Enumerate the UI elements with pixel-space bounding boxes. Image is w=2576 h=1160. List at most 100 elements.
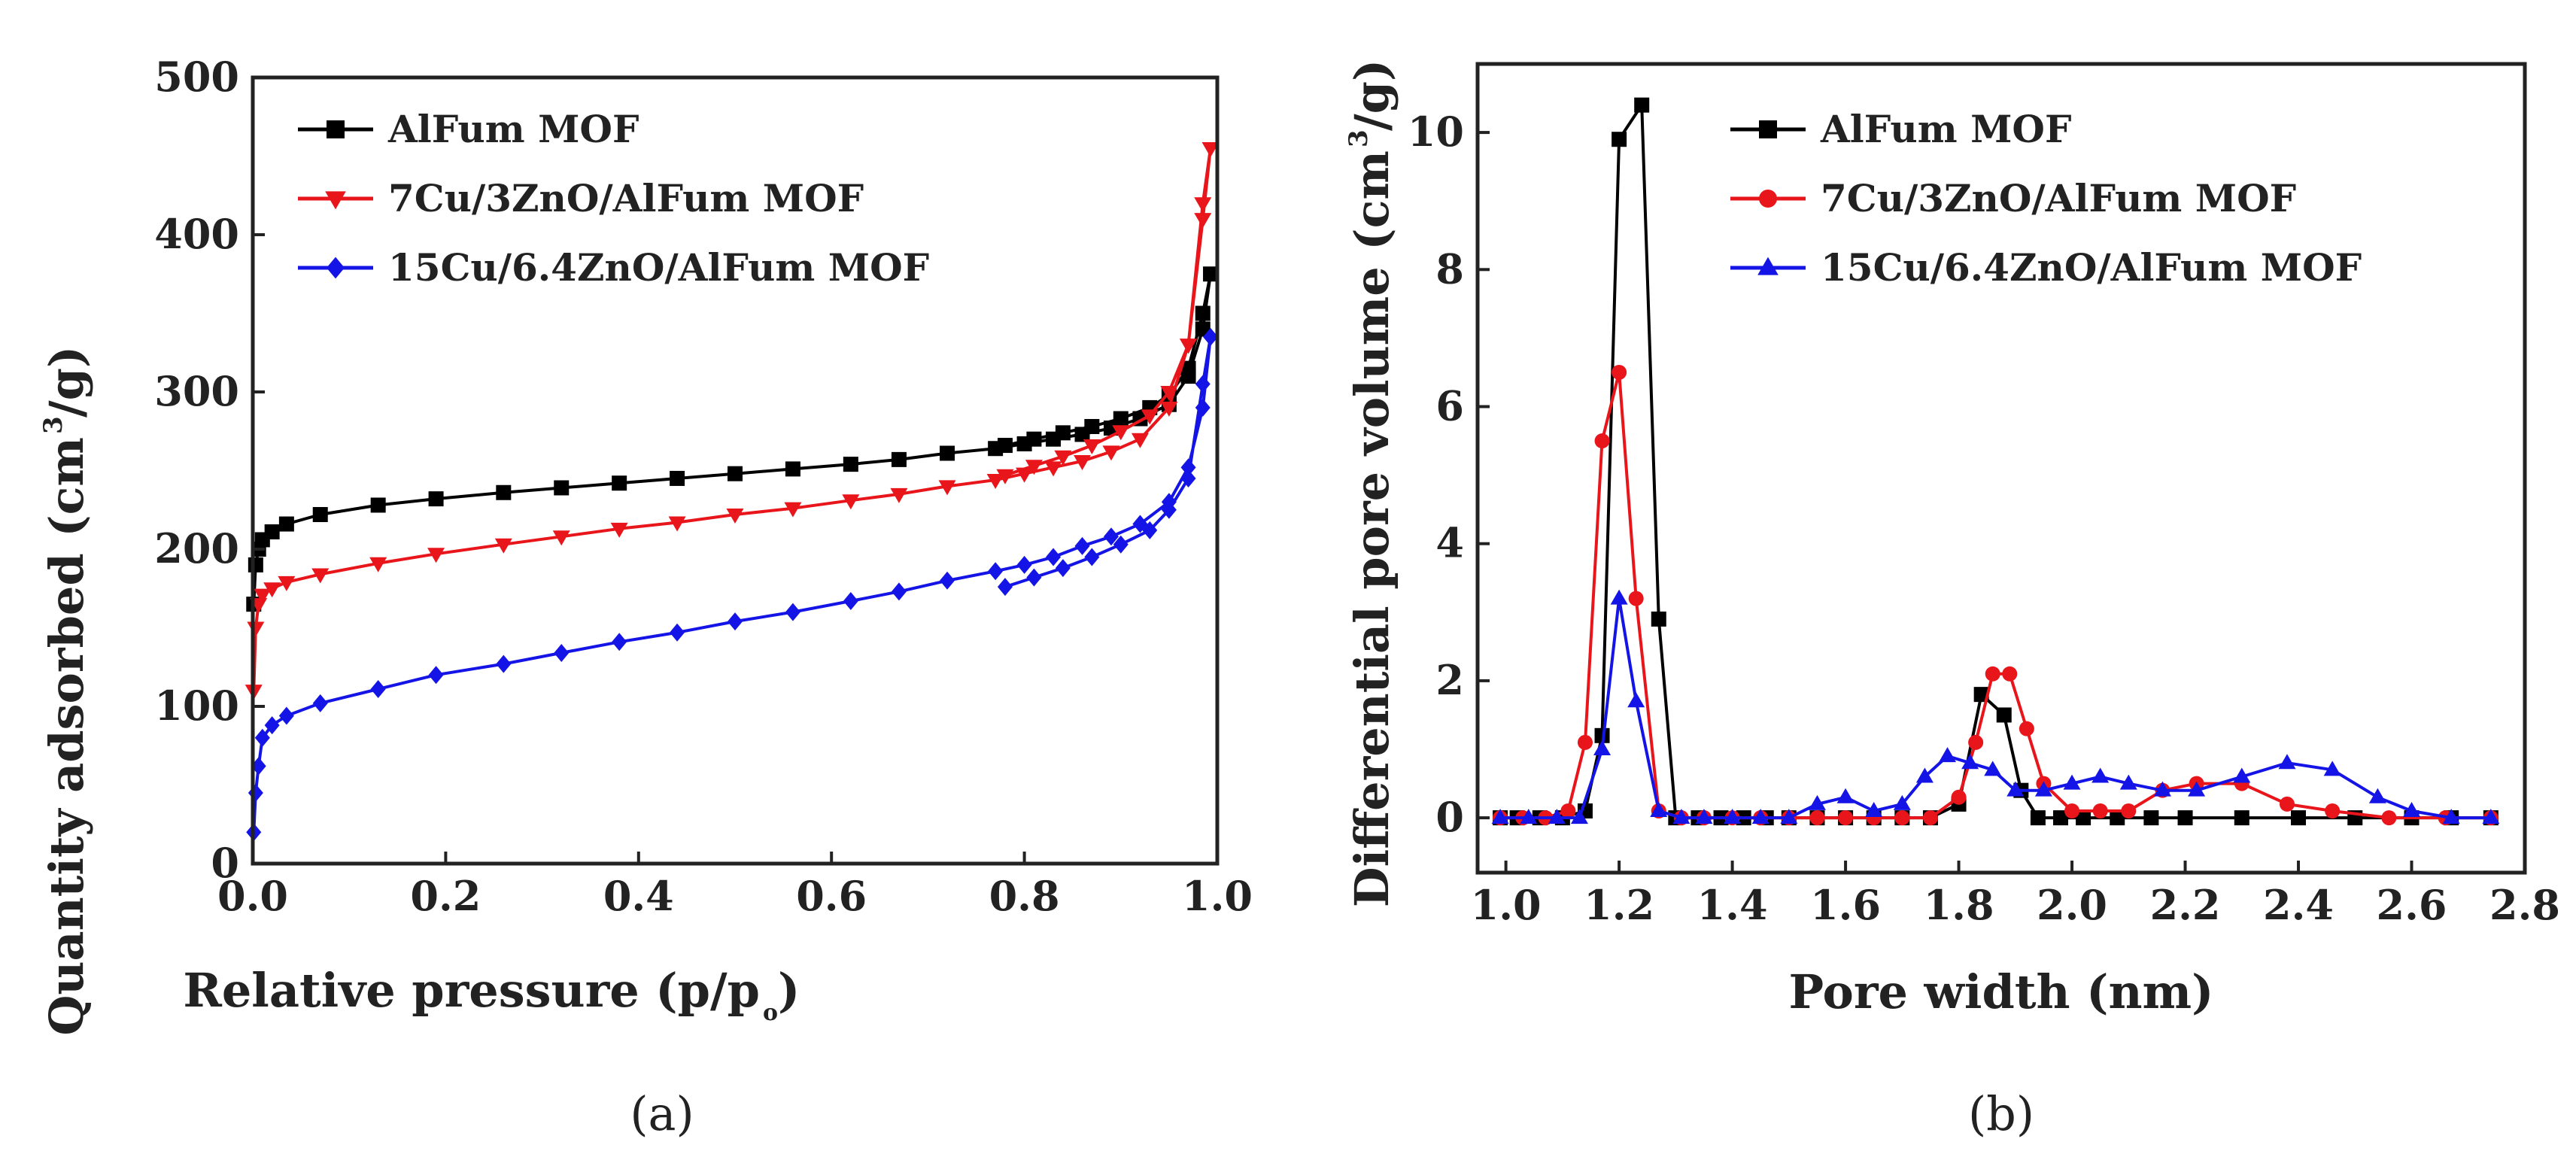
panel-b-data-point <box>2234 810 2249 826</box>
panel-b-data-point <box>2278 754 2296 770</box>
panel-b-series-15cu-6-4zno-alfum-mof <box>1491 589 2500 824</box>
panel-b-data-point <box>1612 132 1627 147</box>
panel-a-data-point <box>1113 411 1129 427</box>
panel-b-data-point <box>1612 364 1627 380</box>
panel-a-data-point <box>278 516 294 532</box>
panel-a-y-tick-label: 0 <box>211 839 239 887</box>
panel-b-data-point <box>1961 754 1979 770</box>
panel-a-data-point <box>1055 559 1071 578</box>
panel-a-data-point <box>1113 535 1129 554</box>
panel-a-y-axis-title-group: Quantity adsorbed (cm 3 /g) <box>38 346 94 1036</box>
panel-a-ticks: 0.0 0.2 0.4 0.6 0.8 1.0 0 100 200 300 400 500 <box>154 53 1253 920</box>
panel-a-data-point <box>369 557 387 572</box>
panel-a-y-axis-title-superscript: 3 <box>38 416 68 434</box>
panel-a-y-tick-label: 300 <box>154 367 239 415</box>
panel-a-data-point <box>997 438 1013 454</box>
panel-b-data-point <box>1491 809 1509 824</box>
panel-b-data-point <box>2053 810 2069 826</box>
panel-b-label: (b) <box>1968 1086 2034 1141</box>
panel-a-data-point <box>554 480 570 496</box>
panel-a-legend-entry-alfum-mof: AlFum MOF <box>298 107 639 151</box>
panel-a-data-point <box>784 502 802 518</box>
panel-a-data-point <box>311 568 330 584</box>
panel-a-data-point <box>728 466 743 481</box>
panel-a-x-tick-label: 0.6 <box>796 872 867 920</box>
panel-b-data-point <box>1984 761 2002 776</box>
panel-a-legend-label: AlFum MOF <box>387 107 639 151</box>
panel-b-data-point <box>2002 666 2018 682</box>
panel-a-data-point <box>1195 398 1211 417</box>
panel-b-data-point <box>1939 747 1957 763</box>
panel-b-data-point <box>1915 767 1934 783</box>
panel-b-data-point <box>1577 734 1593 750</box>
panel-b-data-point <box>2019 721 2034 736</box>
panel-a-data-point <box>1046 548 1062 566</box>
panel-a-data-point <box>254 728 270 747</box>
panel-b-legend-entry-7cu-3zno-alfum-mof: 7Cu/3ZnO/AlFum MOF <box>1730 176 2296 220</box>
panel-a-x-tick-label: 0.2 <box>410 872 481 920</box>
panel-b-plot-frame <box>1475 62 2527 875</box>
panel-b-data-point <box>2030 810 2046 826</box>
panel-a-data-point <box>988 562 1004 581</box>
panel-a-data-point <box>428 491 444 507</box>
panel-b-data-point <box>1634 97 1650 113</box>
panel-a-data-point <box>1180 360 1196 376</box>
panel-b-data-point <box>2034 781 2052 797</box>
panel-b-data-point <box>1651 611 1666 627</box>
panel-a-data-point <box>1180 458 1196 477</box>
panel-a-data-point <box>1084 418 1100 434</box>
panel-b-data-point <box>2064 803 2080 819</box>
panel-a-x-axis-title-subscript: o <box>763 1000 778 1026</box>
panel-b-data-point <box>2119 774 2137 790</box>
panel-a-data-point <box>278 706 294 725</box>
panel-a-data-point <box>938 480 956 496</box>
panel-a-data-point <box>1102 445 1120 461</box>
panel-a-data-point <box>1131 433 1149 448</box>
panel-a-x-tick-label: 0.8 <box>989 872 1060 920</box>
panel-b-data-point <box>2063 774 2081 790</box>
panel-b-data-point <box>2177 810 2193 826</box>
panel-a-data-point <box>940 445 955 461</box>
panel-b-legend-swatch-marker <box>1757 257 1779 275</box>
panel-b-x-axis-title: Pore width (nm) <box>1789 964 2214 1019</box>
panel-a-data-point <box>610 522 628 538</box>
panel-b-data-point <box>1809 810 1825 826</box>
panel-b-data-point <box>1610 589 1628 605</box>
panel-a-data-point <box>1025 460 1043 475</box>
panel-a-data-point <box>1103 527 1119 546</box>
panel-b-x-tick-label: 1.4 <box>1697 881 1768 929</box>
panel-a-legend-label: 7Cu/3ZnO/AlFum MOF <box>388 176 864 220</box>
panel-a-legend-entry-15cu-6-4zno-alfum-mof: 15Cu/6.4ZnO/AlFum MOF <box>298 245 929 290</box>
panel-b-legend-label: 7Cu/3ZnO/AlFum MOF <box>1821 176 2296 220</box>
panel-b-data-point <box>2323 761 2341 776</box>
panel-b-ticks: 1.0 1.2 1.4 1.6 1.8 2.0 2.2 2.4 2.6 2.8 0 2 4 6 8 10 <box>1408 108 2560 929</box>
panel-b-data-point <box>1593 740 1612 756</box>
panel-b-data-point <box>1922 810 1938 826</box>
panel-a-data-point <box>785 603 800 621</box>
panel-a-data-point <box>1203 327 1219 346</box>
panel-a-data-point <box>1195 375 1211 393</box>
panel-b-x-tick-label: 1.0 <box>1471 881 1542 929</box>
panel-b-data-point <box>1894 810 1910 826</box>
panel-b-data-point <box>1548 809 1566 824</box>
panel-a-series-layer <box>245 142 1220 842</box>
panel-b-data-point <box>1808 794 1826 810</box>
panel-a-data-point <box>1016 555 1032 574</box>
panel-b-data-point <box>2153 781 2171 797</box>
panel-a-data-point <box>1016 467 1034 483</box>
panel-a-data-point <box>728 612 743 631</box>
panel-a-adsorption-isotherm: 0.0 0.2 0.4 0.6 0.8 1.0 0 100 200 300 400 500 AlFum… <box>38 53 1253 1141</box>
panel-b-data-point <box>1520 809 1538 824</box>
panel-a-legend-swatch-marker <box>327 120 345 138</box>
panel-b-x-tick-label: 1.2 <box>1584 881 1654 929</box>
panel-a-data-point <box>1044 461 1062 477</box>
panel-a-y-tick-label: 200 <box>154 524 239 572</box>
panel-b-x-tick-label: 1.6 <box>1810 881 1881 929</box>
panel-a-data-point <box>1180 469 1196 487</box>
panel-b-data-point <box>1650 802 1668 818</box>
panel-a-data-point <box>370 497 386 513</box>
panel-b-data-point <box>1672 809 1690 824</box>
panel-b-data-point <box>2442 809 2460 824</box>
panel-b-data-point <box>2092 803 2108 819</box>
